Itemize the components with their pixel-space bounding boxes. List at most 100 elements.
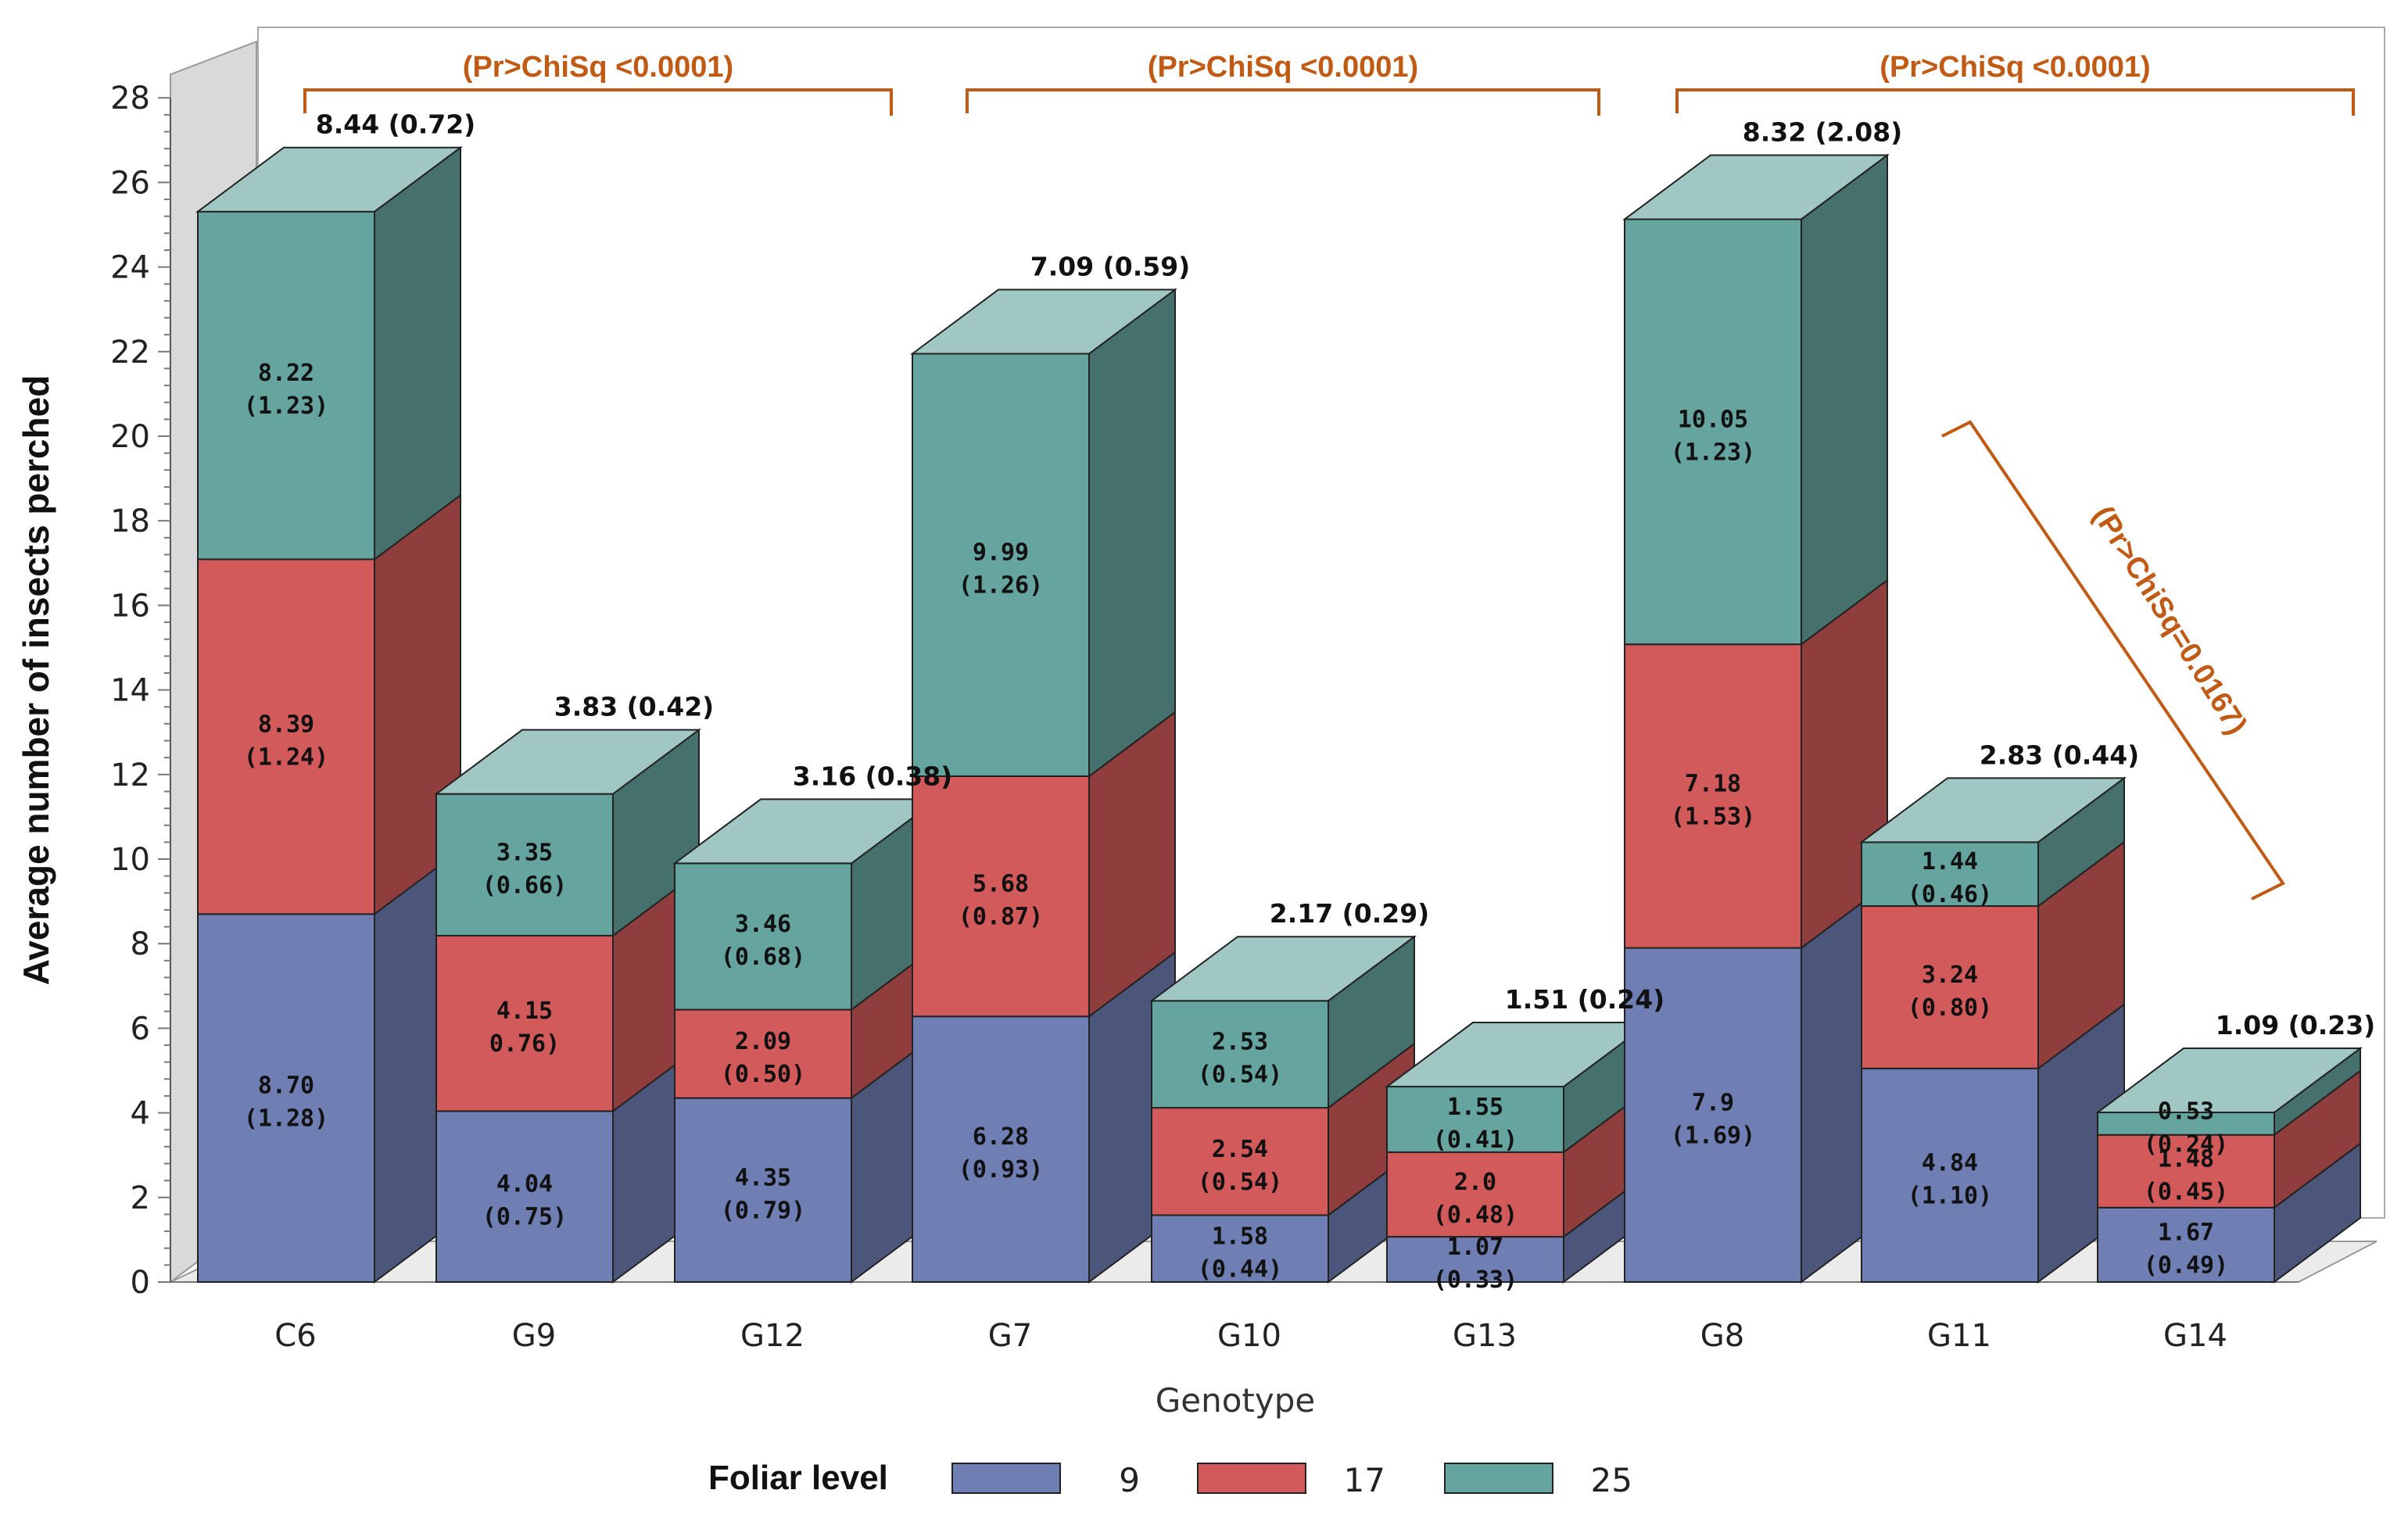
segment-value-label: 5.68 [973, 871, 1029, 898]
segment-value-label: 3.35 [496, 839, 553, 866]
y-tick-label: 4 [131, 1096, 150, 1132]
bar-segment [674, 862, 852, 1011]
bar-segment [435, 793, 614, 936]
segment-se-label: (0.24) [2144, 1130, 2228, 1158]
legend-label: 25 [1591, 1461, 1632, 1499]
bar-top-label: 2.83 (0.44) [1980, 740, 2140, 770]
segment-se-label: (1.69) [1671, 1122, 1755, 1149]
y-tick-label: 24 [110, 250, 150, 286]
bar-top [909, 288, 1178, 355]
bar-top [195, 146, 464, 213]
bar-stack-g11 [1858, 776, 2127, 1284]
bar-segment [674, 1097, 852, 1284]
x-tick-label: G8 [1700, 1318, 1744, 1354]
segment-value-label: 4.84 [1922, 1149, 1978, 1176]
bar-top-label: 8.44 (0.72) [316, 109, 476, 140]
diagonal-bracket-line [1941, 420, 2285, 901]
segment-value-label: 9.99 [973, 539, 1029, 567]
bar-segment [1386, 1236, 1564, 1284]
segment-value-label: 0.53 [2158, 1098, 2214, 1125]
segment-se-label: (1.23) [1671, 439, 1755, 466]
bracket-2: (Pr>ChiSq <0.0001) [966, 51, 1600, 116]
segment-se-label: (0.66) [482, 872, 567, 899]
bracket-1: (Pr>ChiSq <0.0001) [303, 51, 893, 116]
segment-value-label: 8.39 [258, 711, 314, 738]
bar-top-label: 8.32 (2.08) [1743, 116, 1903, 147]
segment-se-label: (0.48) [1433, 1201, 1518, 1229]
bar-stack-c6 [195, 145, 464, 1284]
legend-item-25: 25 [1444, 1461, 1632, 1499]
y-tick-label: 0 [131, 1265, 150, 1301]
x-tick-label: G11 [1927, 1318, 1991, 1354]
bar-side [1088, 288, 1176, 778]
y-tick-label: 26 [110, 165, 150, 201]
bracket-line [1675, 88, 2355, 116]
segment-se-label: (0.49) [2144, 1252, 2228, 1279]
segment-se-label: (0.54) [1198, 1169, 1282, 1196]
segment-value-label: 4.15 [496, 997, 553, 1025]
y-tick-label: 16 [110, 588, 150, 624]
bar-segment [1151, 1107, 1329, 1216]
legend-item-17: 17 [1197, 1461, 1385, 1499]
segment-se-label: (0.41) [1433, 1126, 1518, 1154]
segment-se-label: (0.80) [1908, 994, 1992, 1022]
legend: Foliar level 9 17 25 [708, 1459, 1632, 1499]
y-tick-label: 28 [110, 81, 150, 116]
bar-top-label: 1.09 (0.23) [2216, 1010, 2376, 1040]
segment-se-label: (0.33) [1433, 1266, 1518, 1294]
segment-se-label: (0.93) [959, 1156, 1043, 1184]
segment-value-label: 1.67 [2158, 1219, 2214, 1246]
bar-segment [2097, 1133, 2275, 1209]
bar-segment [1861, 905, 2039, 1069]
bar-stack-g9 [433, 728, 702, 1284]
y-tick-label: 18 [110, 503, 150, 539]
segment-value-label: 4.04 [496, 1171, 553, 1198]
segment-se-label: (0.54) [1198, 1062, 1282, 1089]
segment-se-label: (0.87) [959, 904, 1043, 931]
bar-top [1858, 777, 2127, 843]
x-tick-label: G13 [1453, 1318, 1517, 1354]
bar-segment [435, 934, 614, 1112]
bar-stack-g14 [2094, 1047, 2363, 1284]
bar-side [1801, 153, 1888, 646]
bar-segment [197, 558, 375, 915]
x-tick-label: C6 [274, 1318, 316, 1354]
bar-top [2094, 1047, 2363, 1114]
bar-segment [1861, 841, 2039, 908]
bar-segment [2097, 1206, 2275, 1284]
bar-segment [1624, 218, 1802, 646]
bar-segment [1624, 643, 1802, 949]
legend-label: 9 [1119, 1461, 1140, 1499]
bar-segment [1624, 947, 1802, 1283]
bar-top [1148, 936, 1417, 1002]
bracket-label: (Pr>ChiSq <0.0001) [463, 51, 733, 84]
bars [195, 145, 2363, 1284]
y-tick-label: 20 [110, 419, 150, 455]
bracket-3: (Pr>ChiSq <0.0001) [1675, 51, 2355, 116]
bar-segment [912, 775, 1090, 1018]
segment-value-label: 2.53 [1212, 1029, 1268, 1056]
segment-value-label: 3.46 [735, 911, 791, 938]
segment-value-label: 10.05 [1678, 406, 1748, 433]
segment-value-label: 1.48 [2158, 1145, 2214, 1173]
bar-top [1621, 154, 1890, 220]
bar-segment [2097, 1112, 2275, 1136]
bracket-label: (Pr>ChiSq <0.0001) [1148, 51, 1418, 84]
bar-segment [435, 1110, 614, 1284]
segment-value-label: 3.24 [1922, 962, 1978, 989]
segment-value-label: 7.18 [1685, 770, 1741, 797]
x-tick-label: G10 [1217, 1318, 1281, 1354]
x-tick-label: G14 [2163, 1318, 2227, 1354]
y-tick-label: 2 [131, 1180, 150, 1216]
x-tick-label: G12 [740, 1318, 804, 1354]
x-tick-label: G9 [512, 1318, 556, 1354]
bar-top-label: 3.83 (0.42) [554, 692, 715, 722]
segment-value-label: 1.07 [1447, 1234, 1503, 1261]
segment-value-label: 6.28 [973, 1123, 1029, 1151]
bar-segment [1386, 1151, 1564, 1238]
legend-items: 9 17 25 [951, 1461, 1632, 1499]
y-tick-label: 14 [110, 673, 150, 709]
legend-swatch [951, 1463, 1061, 1494]
bar-labels: 8.70 (1.28) 8.39 (1.24) 8.22 (1.23) 8.44 (0.72… [244, 109, 2375, 1294]
bar-stack-g13 [1384, 1021, 1653, 1284]
